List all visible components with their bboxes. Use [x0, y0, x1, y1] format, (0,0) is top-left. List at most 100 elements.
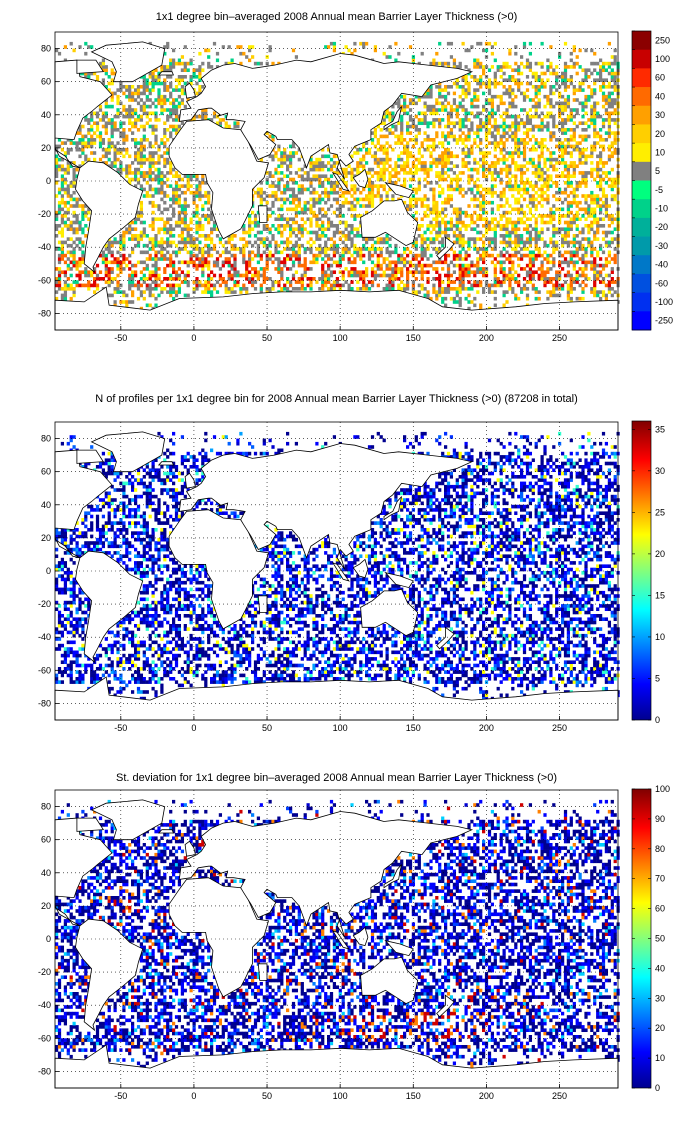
- data-cell: [98, 118, 103, 122]
- data-cell: [514, 247, 518, 251]
- data-cell: [259, 230, 263, 235]
- data-cell: [549, 217, 553, 222]
- data-cell: [78, 237, 82, 241]
- data-cell: [537, 273, 541, 278]
- data-cell: [482, 217, 486, 222]
- data-cell: [414, 157, 418, 162]
- data-cell: [166, 263, 170, 268]
- data-cell: [385, 147, 389, 152]
- data-cell: [496, 161, 500, 165]
- data-cell: [406, 277, 410, 281]
- data-cell: [543, 157, 547, 162]
- data-cell: [151, 88, 155, 92]
- data-cell: [479, 230, 483, 235]
- data-cell: [540, 167, 544, 172]
- data-cell: [534, 94, 538, 99]
- data-cell: [186, 240, 190, 245]
- data-cell: [610, 177, 614, 182]
- data-cell: [332, 197, 337, 202]
- data-cell: [297, 224, 301, 228]
- data-cell: [528, 114, 533, 119]
- data-cell: [63, 253, 68, 258]
- data-cell: [169, 293, 173, 298]
- data-cell: [493, 177, 497, 182]
- data-cell: [467, 263, 471, 268]
- data-cell: [274, 151, 278, 155]
- data-cell: [365, 247, 369, 251]
- data-cell: [525, 177, 530, 182]
- data-cell: [476, 257, 480, 261]
- data-cell: [356, 234, 360, 238]
- data-cell: [540, 118, 544, 122]
- data-cell: [283, 247, 287, 251]
- data-cell: [289, 164, 293, 169]
- data-cell: [446, 131, 451, 135]
- data-cell: [350, 174, 354, 179]
- data-cell: [177, 247, 182, 251]
- data-cell: [522, 243, 527, 248]
- data-cell: [517, 243, 521, 248]
- data-cell: [183, 190, 187, 195]
- data-cell: [113, 91, 117, 96]
- data-cell: [458, 171, 462, 175]
- data-cell: [604, 257, 609, 261]
- data-cell: [572, 253, 576, 258]
- data-cell: [166, 118, 170, 122]
- data-cell: [508, 171, 512, 175]
- data-cell: [318, 217, 322, 222]
- data-cell: [610, 280, 614, 284]
- data-cell: [420, 283, 424, 288]
- data-cell: [303, 247, 307, 251]
- data-cell: [508, 91, 512, 96]
- data-cell: [277, 270, 281, 275]
- data-cell: [607, 204, 612, 208]
- data-cell: [95, 124, 100, 129]
- data-cell: [66, 151, 70, 155]
- data-cell: [69, 138, 73, 142]
- data-cell: [139, 118, 144, 122]
- data-cell: [151, 157, 155, 162]
- data-cell: [180, 101, 185, 106]
- data-cell: [60, 167, 65, 172]
- data-cell: [327, 277, 331, 281]
- data-cell: [490, 190, 495, 195]
- data-cell: [561, 151, 565, 155]
- data-cell: [78, 260, 82, 265]
- data-cell: [435, 164, 439, 169]
- data-cell: [177, 260, 182, 265]
- data-cell: [201, 250, 205, 255]
- data-cell: [55, 227, 59, 232]
- data-cell: [458, 220, 462, 225]
- data-cell: [210, 217, 214, 222]
- data-cell: [256, 230, 261, 235]
- data-cell: [543, 124, 547, 129]
- data-cell: [522, 227, 527, 232]
- data-cell: [382, 171, 386, 175]
- data-cell: [172, 98, 176, 102]
- data-cell: [546, 124, 550, 129]
- data-cell: [139, 138, 144, 142]
- data-cell: [505, 174, 509, 179]
- data-cell: [81, 260, 85, 265]
- data-cell: [107, 280, 111, 284]
- data-cell: [57, 287, 62, 291]
- data-cell: [78, 270, 82, 275]
- data-cell: [198, 88, 202, 92]
- data-cell: [329, 237, 334, 241]
- data-cell: [613, 197, 617, 202]
- data-cell: [531, 270, 535, 275]
- data-cell: [350, 177, 354, 182]
- data-cell: [385, 111, 389, 116]
- data-cell: [508, 128, 512, 132]
- data-cell: [119, 121, 123, 126]
- data-cell: [432, 108, 436, 112]
- data-cell: [429, 88, 433, 92]
- data-cell: [528, 260, 533, 265]
- data-cell: [599, 224, 603, 228]
- data-cell: [104, 154, 108, 159]
- data-cell: [87, 144, 91, 149]
- data-cell: [248, 280, 252, 284]
- data-cell: [429, 224, 433, 228]
- data-cell: [572, 88, 576, 92]
- data-cell: [552, 204, 556, 208]
